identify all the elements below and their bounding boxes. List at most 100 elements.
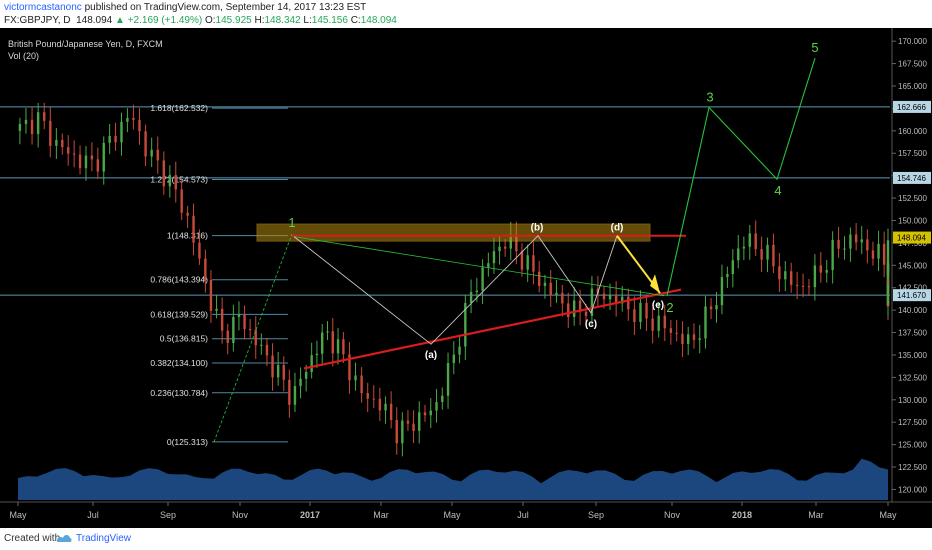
candle-body: [458, 346, 461, 355]
candle-body: [526, 255, 529, 270]
publication-info: victormcastanonc published on TradingVie…: [4, 2, 366, 13]
candle-body: [423, 412, 427, 416]
triangle-wave-label: (c): [585, 319, 597, 330]
y-tick-label: 160.000: [898, 127, 927, 136]
candle-body: [651, 318, 654, 331]
candle-body: [36, 112, 40, 135]
fib-level-label: 1(148.316): [167, 231, 208, 241]
y-tick-label: 157.500: [898, 149, 927, 158]
candle-body: [742, 246, 746, 249]
candle-body: [698, 338, 701, 340]
candle-body: [645, 302, 648, 319]
candle-body: [441, 395, 444, 402]
x-tick-label: 2018: [732, 510, 752, 520]
candle-body: [336, 339, 340, 354]
candle-body: [156, 149, 159, 161]
triangle-wave-label: (d): [611, 223, 624, 234]
candle-body: [687, 334, 690, 344]
candle-body: [778, 266, 781, 280]
candle-body: [520, 251, 524, 270]
candle-body: [220, 308, 224, 331]
elliott-wave-label: 3: [706, 90, 713, 105]
instrument-legend: British Pound/Japanese Yen, D, FXCM: [8, 39, 163, 49]
y-tick-label: 170.000: [898, 37, 927, 46]
candle-body: [675, 332, 678, 334]
ohlc-line: FX:GBPJPY, D 148.094 ▲ +2.169 (+1.49%) O…: [4, 15, 397, 26]
candle-body: [331, 331, 334, 354]
price-change: +2.169 (+1.49%): [127, 15, 203, 26]
x-tick-label: Sep: [588, 510, 604, 520]
tradingview-logo-icon[interactable]: [56, 531, 72, 545]
candle-body: [748, 233, 751, 247]
author-link[interactable]: victormcastanonc: [4, 2, 82, 13]
candle-body: [108, 136, 111, 143]
candle-body: [43, 112, 46, 121]
chart-svg[interactable]: 170.000167.500165.000162.500160.000157.5…: [0, 28, 932, 528]
candle-body: [96, 159, 100, 172]
candle-body: [401, 420, 404, 444]
candle-body: [709, 306, 713, 310]
created-with-text: Created with: [4, 533, 61, 544]
triangle-wave-label: (e): [652, 300, 664, 311]
candle-body: [412, 423, 415, 431]
wave-projection-path: [666, 58, 816, 296]
candle-body: [326, 331, 329, 333]
candle-body: [549, 282, 552, 296]
candle-body: [503, 246, 507, 249]
triangle-wave-label: (b): [531, 223, 544, 234]
candle-body: [882, 243, 886, 265]
x-tick-label: Jul: [87, 510, 99, 520]
triangle-wave-path: [293, 235, 618, 345]
candle-body: [30, 119, 34, 135]
candle-body: [378, 398, 382, 411]
candle-body: [766, 244, 769, 260]
chart-canvas[interactable]: 170.000167.500165.000162.500160.000157.5…: [0, 28, 932, 528]
tradingview-link[interactable]: TradingView: [76, 533, 132, 544]
y-tick-label: 127.500: [898, 418, 927, 427]
candle-body: [276, 365, 280, 378]
fib-level-label: 0.382(134.100): [150, 358, 208, 368]
y-tick-label: 145.000: [898, 261, 927, 270]
candle-body: [737, 248, 740, 261]
candle-body: [819, 265, 823, 273]
candle-body: [61, 139, 64, 148]
candle-body: [627, 296, 630, 310]
candle-body: [102, 142, 105, 172]
candle-body: [282, 365, 285, 380]
candle-body: [663, 315, 666, 329]
elliott-wave-label: 2: [666, 300, 673, 315]
candle-body: [265, 344, 269, 356]
candle-body: [162, 160, 166, 187]
x-tick-label: Mar: [808, 510, 824, 520]
triangle-upper-line: [293, 236, 665, 297]
x-tick-label: 2017: [300, 510, 320, 520]
fib-level-label: 0.236(130.784): [150, 388, 208, 398]
publication-header: victormcastanonc published on TradingVie…: [0, 0, 932, 28]
y-tick-label: 152.500: [898, 194, 927, 203]
candle-body: [192, 215, 195, 243]
candle-body: [310, 355, 313, 373]
y-tick-label: 165.000: [898, 82, 927, 91]
price-tag-bg: [893, 231, 931, 244]
candle-body: [543, 282, 547, 286]
candle-body: [304, 372, 308, 379]
x-tick-label: Nov: [664, 510, 681, 520]
candle-body: [754, 233, 757, 250]
candle-body: [801, 285, 805, 287]
candle-body: [366, 393, 369, 399]
candle-body: [288, 379, 291, 405]
candle-body: [704, 306, 707, 339]
candle-body: [886, 240, 890, 258]
y-tick-label: 142.500: [898, 284, 927, 293]
candle-body: [538, 271, 541, 286]
candle-body: [226, 330, 229, 343]
fib-level-label: 0.786(143.394): [150, 275, 208, 285]
candle-body: [475, 290, 479, 293]
y-tick-label: 125.000: [898, 441, 927, 450]
candle-body: [614, 294, 618, 304]
fib-level-label: 0.618(139.529): [150, 309, 208, 319]
symbol-label[interactable]: FX:GBPJPY, D: [4, 15, 71, 26]
candle-body: [418, 412, 421, 431]
candle-body: [144, 131, 147, 157]
x-tick-label: Sep: [160, 510, 176, 520]
